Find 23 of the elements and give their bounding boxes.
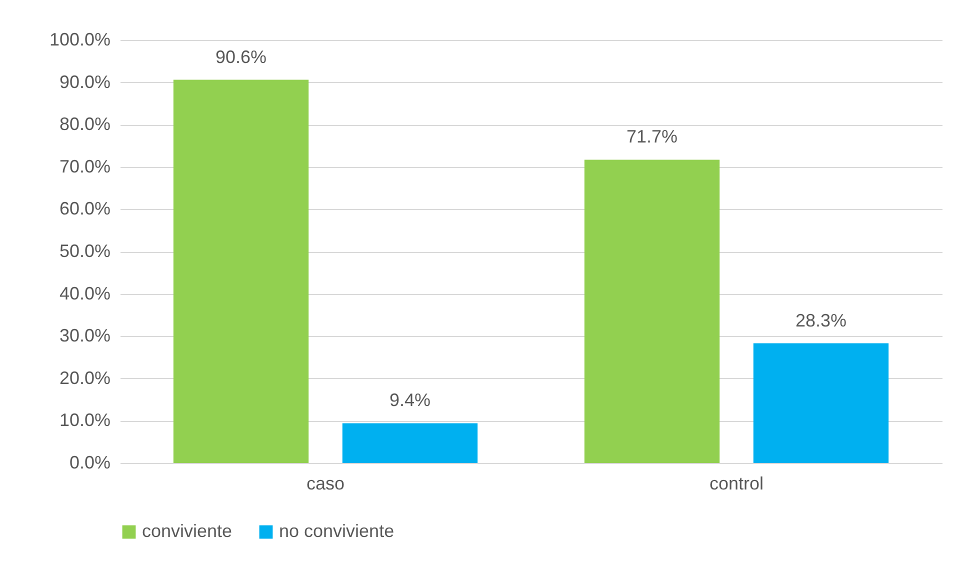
data-label: 9.4% bbox=[389, 390, 430, 410]
y-tick-label: 50.0% bbox=[59, 241, 110, 261]
y-tick-label: 100.0% bbox=[49, 30, 110, 50]
y-tick-label: 0.0% bbox=[69, 452, 110, 472]
data-label: 28.3% bbox=[795, 310, 847, 330]
x-tick-label: caso bbox=[306, 474, 345, 494]
y-tick-label: 80.0% bbox=[59, 114, 110, 134]
y-tick-label: 90.0% bbox=[59, 72, 110, 92]
y-tick-label: 60.0% bbox=[59, 198, 110, 219]
bar bbox=[173, 80, 309, 463]
bar bbox=[753, 343, 889, 463]
x-tick-label: control bbox=[709, 474, 764, 494]
legend-label: no conviviente bbox=[279, 521, 394, 541]
y-tick-label: 30.0% bbox=[59, 326, 110, 346]
data-label: 90.6% bbox=[215, 46, 267, 67]
y-tick-label: 70.0% bbox=[59, 156, 110, 176]
bar bbox=[342, 423, 478, 463]
legend-label: conviviente bbox=[142, 521, 232, 541]
data-label: 71.7% bbox=[626, 126, 678, 147]
y-tick-label: 20.0% bbox=[59, 368, 110, 388]
bar bbox=[584, 160, 720, 463]
y-tick-label: 40.0% bbox=[59, 283, 110, 304]
y-tick-label: 10.0% bbox=[59, 410, 110, 430]
